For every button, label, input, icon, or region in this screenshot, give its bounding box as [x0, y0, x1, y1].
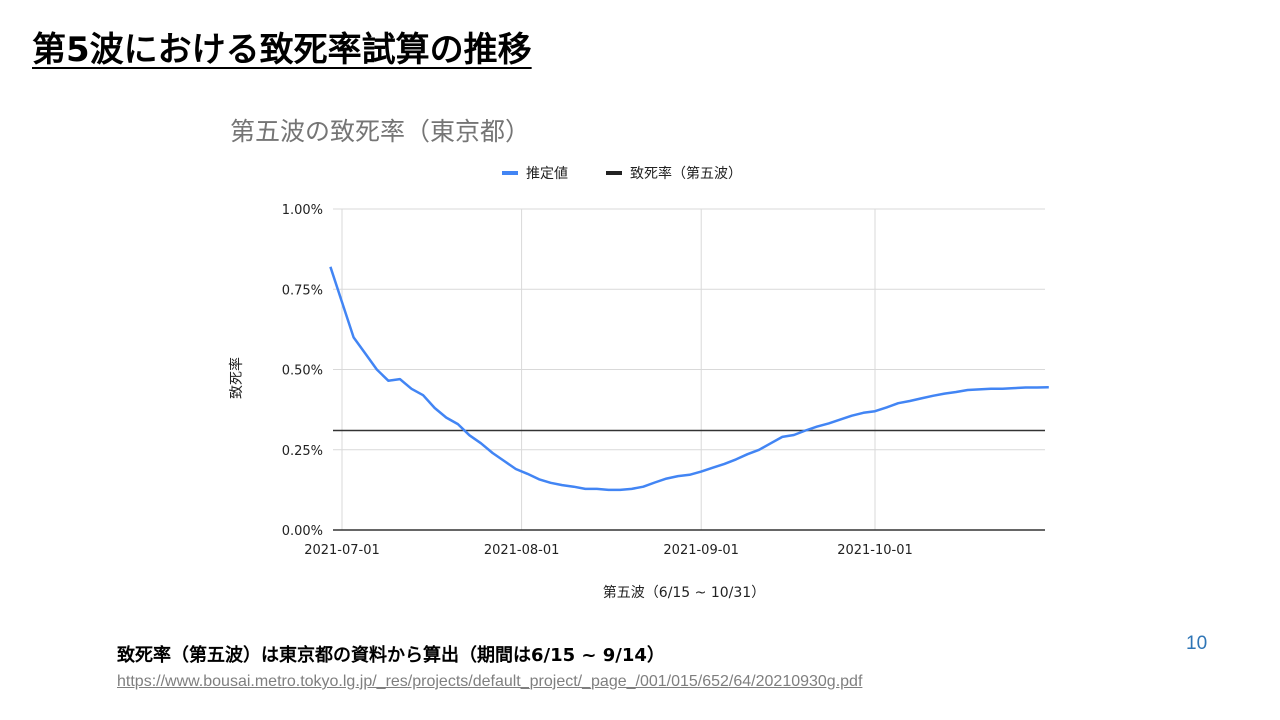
- x-tick-label: 2021-10-01: [837, 543, 913, 558]
- chart-title: 第五波の致死率（東京都）: [230, 117, 530, 146]
- y-tick-label: 0.25%: [282, 444, 323, 459]
- page-number: 10: [1186, 633, 1208, 654]
- x-tick-label: 2021-09-01: [663, 543, 739, 558]
- y-tick-labels: 1.00% 0.75% 0.50% 0.25% 0.00%: [282, 203, 323, 539]
- y-tick-label: 0.75%: [282, 283, 323, 298]
- x-axis-label: 第五波（6/15 ~ 10/31）: [603, 584, 765, 601]
- legend: 推定値 致死率（第五波）: [502, 165, 742, 182]
- legend-label-estimate: 推定値: [526, 166, 568, 182]
- slide-title: 第5波における致死率試算の推移: [32, 30, 532, 70]
- x-tick-label: 2021-08-01: [484, 543, 560, 558]
- y-tick-label: 0.50%: [282, 364, 323, 379]
- x-gridlines: [341, 209, 876, 530]
- y-tick-label: 0.00%: [282, 524, 323, 539]
- line-chart: 第五波の致死率（東京都） 推定値 致死率（第五波） 1.00% 0.75% 0.50…: [228, 117, 1049, 601]
- x-tick-labels: 2021-07-01 2021-08-01 2021-09-01 2021-10-01: [304, 543, 913, 558]
- y-tick-label: 1.00%: [282, 203, 323, 218]
- data-source-note: 致死率（第五波）は東京都の資料から算出（期間は6/15 ~ 9/14）: [117, 645, 665, 666]
- legend-label-reference: 致死率（第五波）: [630, 165, 742, 182]
- estimate-series-line: [329, 266, 1049, 492]
- source-link[interactable]: https://www.bousai.metro.tokyo.lg.jp/_re…: [117, 673, 863, 690]
- y-axis-label: 致死率: [228, 357, 245, 399]
- y-gridlines: [333, 208, 1045, 451]
- x-tick-label: 2021-07-01: [304, 543, 380, 558]
